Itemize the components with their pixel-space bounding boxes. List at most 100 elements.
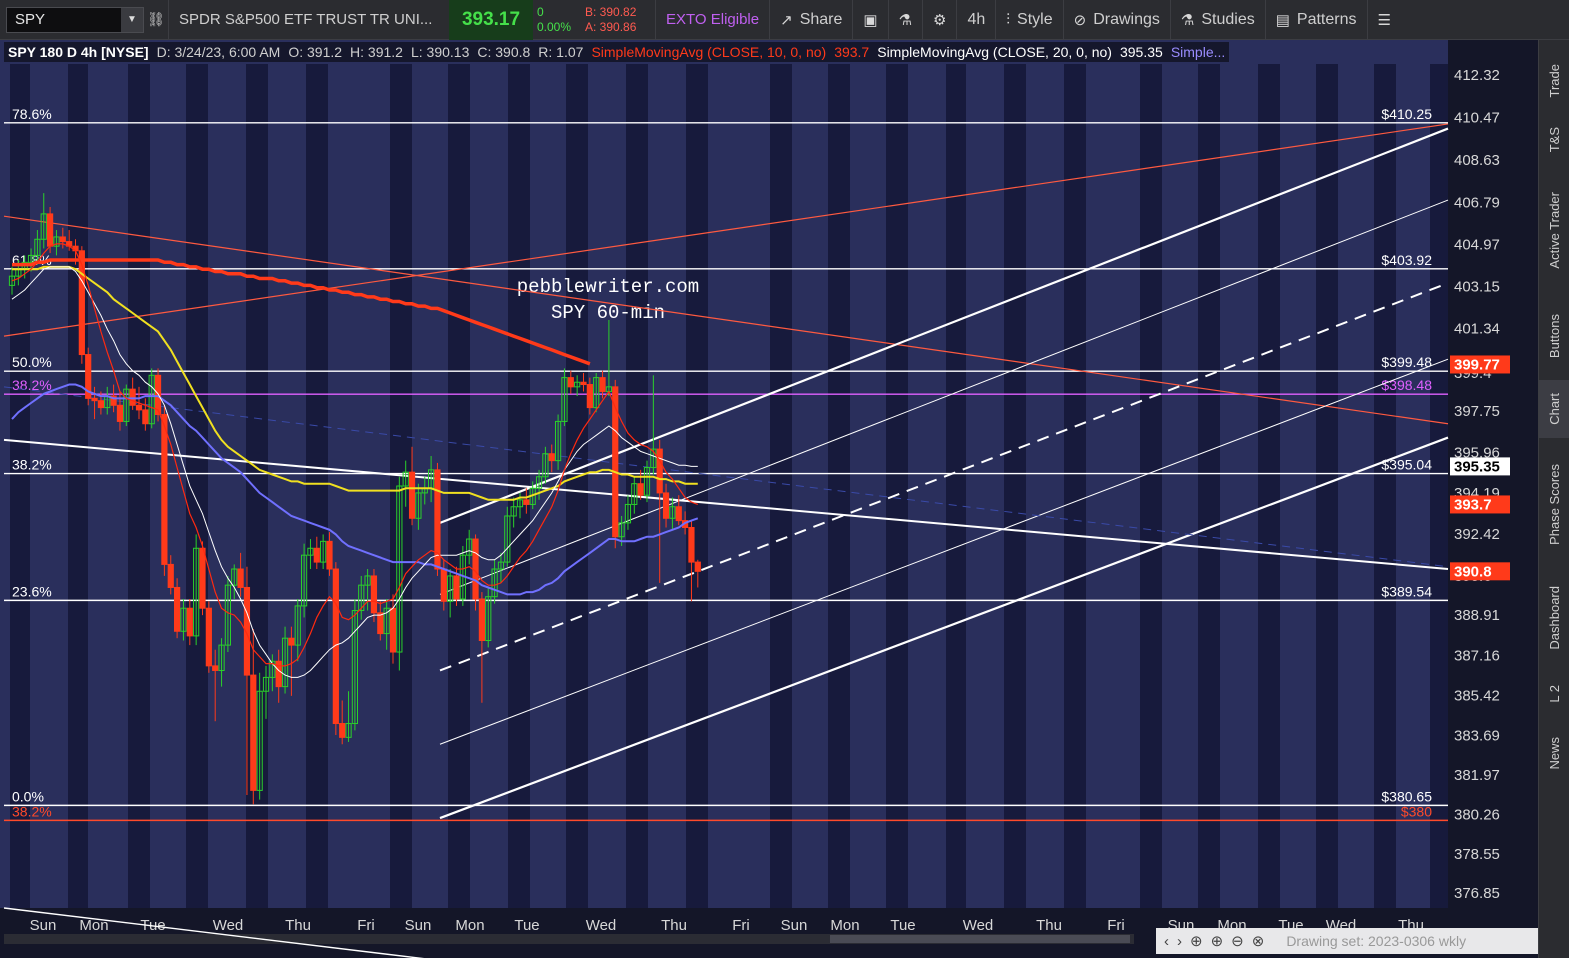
side-tab-buttons[interactable]: Buttons xyxy=(1539,298,1569,374)
drawing-set-label[interactable]: Drawing set: 2023-0306 wkly xyxy=(1286,933,1467,949)
x-tick-label: Tue xyxy=(514,917,539,934)
candle-body xyxy=(669,506,676,519)
candle-body xyxy=(542,453,549,478)
candle-body xyxy=(447,575,454,602)
side-tab-phase-scores[interactable]: Phase Scores xyxy=(1539,446,1569,562)
sma-line-yellow xyxy=(12,265,698,501)
divider xyxy=(995,0,997,40)
bid-ask: B: 390.82 A: 390.86 xyxy=(579,0,655,40)
chart-area[interactable]: 412.32 410.47 408.63 406.79 404.97 403.15 401.… xyxy=(0,40,1538,958)
drawings-button[interactable]: ⊘ Drawings xyxy=(1064,0,1170,40)
y-tick-label: 385.42 xyxy=(1454,687,1500,704)
symbol-selector[interactable]: SPY ▼ xyxy=(6,6,144,33)
candle-body xyxy=(567,377,574,388)
share-button[interactable]: ↗ Share xyxy=(770,0,852,40)
sma10-label[interactable]: SimpleMovingAvg (CLOSE, 10, 0, no) xyxy=(591,44,827,60)
side-tab-chart[interactable]: Chart xyxy=(1539,380,1569,438)
candle-body xyxy=(243,586,251,676)
candle-body xyxy=(396,485,403,653)
camera-icon: ▣ xyxy=(863,11,878,29)
channel-inner-lower-line xyxy=(439,358,1449,745)
y-tick-label: 380.26 xyxy=(1454,806,1500,823)
menu-button[interactable]: ☰ xyxy=(1368,0,1401,40)
candle-body xyxy=(561,377,568,422)
study-header: SPY 180 D 4h [NYSE] D: 3/24/23, 6:00 AM … xyxy=(4,42,1230,62)
candle-body xyxy=(643,467,651,496)
chevron-left-icon[interactable]: ‹ xyxy=(1164,932,1169,950)
crosshair-icon[interactable]: ⊕ xyxy=(1190,933,1203,950)
side-tab-label: Trade xyxy=(1546,64,1562,98)
x-tick-label: Fri xyxy=(732,917,750,934)
candle-body xyxy=(574,381,581,388)
y-tick-label: 392.42 xyxy=(1454,526,1500,543)
y-tick-label: 401.34 xyxy=(1454,320,1500,337)
candle-body xyxy=(294,605,301,646)
candle-body xyxy=(91,397,98,402)
studies-button[interactable]: ⚗ Studies xyxy=(1171,0,1265,40)
candle-body xyxy=(510,506,517,517)
sma10-value: 393.7 xyxy=(834,44,870,60)
fib-pct-label: 38.2% xyxy=(12,457,52,473)
candle-body xyxy=(345,723,352,738)
y-tick-label: 387.16 xyxy=(1454,647,1500,664)
more-studies[interactable]: Simple... xyxy=(1170,44,1226,60)
side-tab-news[interactable]: News xyxy=(1539,722,1569,784)
candle-body xyxy=(167,563,174,588)
divider xyxy=(168,0,169,40)
x-tick-label: Sun xyxy=(405,917,432,934)
menu-icon: ☰ xyxy=(1377,11,1391,29)
x-tick-label: Wed xyxy=(586,917,617,934)
zoom-reset-icon[interactable]: ⊗ xyxy=(1251,933,1265,950)
side-tab-ts[interactable]: T&S xyxy=(1539,118,1569,162)
candle-body xyxy=(485,596,492,642)
candle-body xyxy=(504,515,511,563)
candle-body xyxy=(180,607,187,632)
session-band xyxy=(686,64,708,908)
side-tab-label: T&S xyxy=(1546,127,1562,153)
candle-body xyxy=(269,660,276,678)
settings-button[interactable]: ⚙ xyxy=(923,0,956,40)
patterns-label: Patterns xyxy=(1296,10,1357,28)
bar-close: C: 390.8 xyxy=(477,44,531,60)
price-chart[interactable]: 412.32 410.47 408.63 406.79 404.97 403.15 401.… xyxy=(0,40,1538,958)
style-button[interactable]: ⫶ Style xyxy=(996,0,1062,40)
sma20-label[interactable]: SimpleMovingAvg (CLOSE, 20, 0, no) xyxy=(877,44,1112,60)
snapshot-button[interactable]: ▣ xyxy=(853,0,887,40)
zoom-in-icon[interactable]: ⊕ xyxy=(1210,933,1224,950)
x-tick-label: Fri xyxy=(357,917,375,934)
flask-button[interactable]: ⚗ xyxy=(889,0,922,40)
chevron-right-icon[interactable]: › xyxy=(1177,932,1182,950)
change-value: 0 xyxy=(537,4,544,19)
symbol-info: SPY 180 D 4h [NYSE] xyxy=(8,44,149,60)
price-tag-label: 390.8 xyxy=(1454,563,1492,580)
candle-body xyxy=(301,554,308,607)
link-icon[interactable]: ⛓ xyxy=(147,11,165,27)
patterns-button[interactable]: ▤ Patterns xyxy=(1266,0,1367,40)
studies-label: Studies xyxy=(1201,10,1255,28)
bar-open: O: 391.2 xyxy=(288,44,343,60)
session-band xyxy=(68,64,88,908)
session-band xyxy=(828,64,850,908)
gear-icon: ⚙ xyxy=(933,11,947,29)
side-tab-label: L 2 xyxy=(1546,685,1562,703)
x-tick-label: Wed xyxy=(963,917,994,934)
side-tab-label: Dashboard xyxy=(1546,586,1562,650)
timeframe-button[interactable]: 4h xyxy=(957,0,995,40)
divider xyxy=(1264,0,1266,40)
chart-status-bar: ‹ › ⊕ ⊕ ⊖ ⊗ Drawing set: 2023-0306 wkly xyxy=(1156,928,1538,954)
session-band xyxy=(770,64,792,908)
candle-body xyxy=(212,665,219,671)
candle-body xyxy=(491,568,498,598)
session-band xyxy=(1430,64,1448,908)
side-tab-trade[interactable]: Trade xyxy=(1539,50,1569,112)
candle-body xyxy=(389,607,397,653)
divider xyxy=(852,0,854,40)
y-tick-label: 388.91 xyxy=(1454,607,1500,624)
side-tab-l2[interactable]: L 2 xyxy=(1539,674,1569,714)
side-tab-dashboard[interactable]: Dashboard xyxy=(1539,570,1569,666)
exto-eligible-badge[interactable]: EXTO Eligible xyxy=(666,11,760,28)
side-tab-active-trader[interactable]: Active Trader xyxy=(1539,170,1569,290)
dropdown-caret-icon[interactable]: ▼ xyxy=(121,7,143,32)
last-price: 393.17 xyxy=(449,0,533,40)
zoom-out-icon[interactable]: ⊖ xyxy=(1231,933,1244,950)
